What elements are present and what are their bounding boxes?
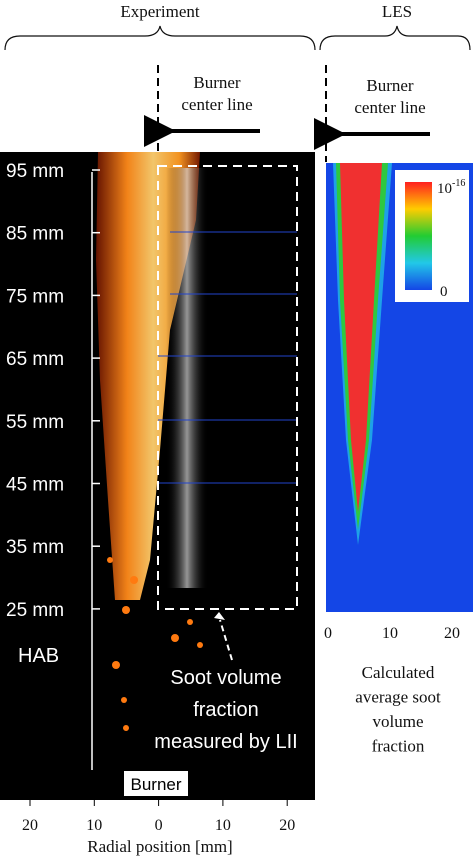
soot-particles (107, 557, 203, 731)
center-line-label: center line (181, 95, 252, 114)
colorbar-max-base: 10 (437, 181, 452, 197)
caption-line: fraction (372, 737, 425, 756)
x-ticks: 20 10 0 10 20 (22, 800, 295, 834)
blue-lines (158, 231, 297, 484)
hab-tick-label: 35 mm (6, 537, 64, 558)
les-x-ticks: 0 10 20 (324, 625, 460, 642)
caption-line: Calculated (362, 663, 435, 682)
les-x-tick-label: 10 (382, 625, 398, 642)
x-tick-label: 10 (86, 817, 102, 834)
colorbar-max: 10-16 (437, 178, 465, 197)
brace (4, 25, 316, 51)
x-tick-label: 10 (215, 817, 231, 834)
les-x-tick-label: 20 (444, 625, 460, 642)
x-label: Radial position [mm] (87, 837, 232, 856)
colorbar-min: 0 (440, 284, 448, 300)
brace (319, 25, 471, 51)
annotation-arrow (219, 619, 233, 661)
les-x-tick-label: 0 (324, 625, 332, 642)
center-line-label: Burner (366, 76, 414, 95)
annotation: Soot volume (170, 667, 281, 689)
burner-box (124, 771, 188, 796)
hab-ticks: 95 mm 85 mm 75 mm 65 mm 55 mm 45 mm 35 mm 25 mm (6, 161, 100, 621)
annotation: measured by LII (154, 731, 297, 753)
les-core (340, 163, 382, 512)
header: LES (382, 2, 412, 21)
hab-tick-label: 65 mm (6, 349, 64, 370)
hab-tick-label: 45 mm (6, 475, 64, 496)
lii-signal (166, 168, 208, 588)
colorbar-max-exponent: -16 (452, 178, 465, 189)
center-line-label: center line (354, 98, 425, 117)
annotation-arrowhead (214, 612, 225, 620)
colorbar (405, 182, 432, 290)
hab-label: HAB (18, 645, 59, 667)
caption-line: volume (373, 712, 424, 731)
hab-tick-label: 25 mm (6, 600, 64, 621)
annotation: fraction (193, 699, 259, 721)
x-tick-label: 20 (22, 817, 38, 834)
x-tick-label: 20 (279, 817, 295, 834)
hab-tick-label: 55 mm (6, 412, 64, 433)
burner-label: Burner (130, 775, 181, 794)
measurement-box (157, 165, 298, 610)
x-tick-label: 0 (155, 817, 163, 834)
les-caption: Calculated average soot volume fraction (355, 663, 441, 756)
caption-line: average soot (355, 688, 441, 707)
hab-tick-label: 85 mm (6, 224, 64, 245)
header: Experiment (120, 2, 200, 21)
hab-tick-label: 95 mm (6, 161, 64, 182)
hab-tick-label: 75 mm (6, 286, 64, 307)
center-line-label: Burner (193, 73, 241, 92)
